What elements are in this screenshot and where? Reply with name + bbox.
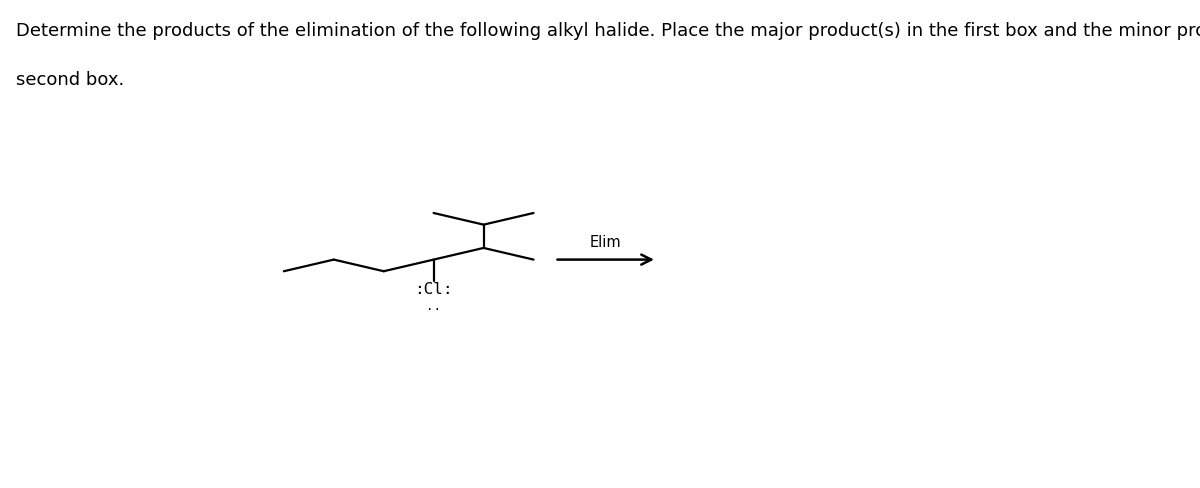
Text: ..: .. — [426, 300, 442, 313]
Text: Elim: Elim — [590, 235, 622, 250]
Text: second box.: second box. — [16, 71, 124, 89]
Text: Determine the products of the elimination of the following alkyl halide. Place t: Determine the products of the eliminatio… — [16, 22, 1200, 40]
Text: :Cl:: :Cl: — [414, 283, 452, 298]
